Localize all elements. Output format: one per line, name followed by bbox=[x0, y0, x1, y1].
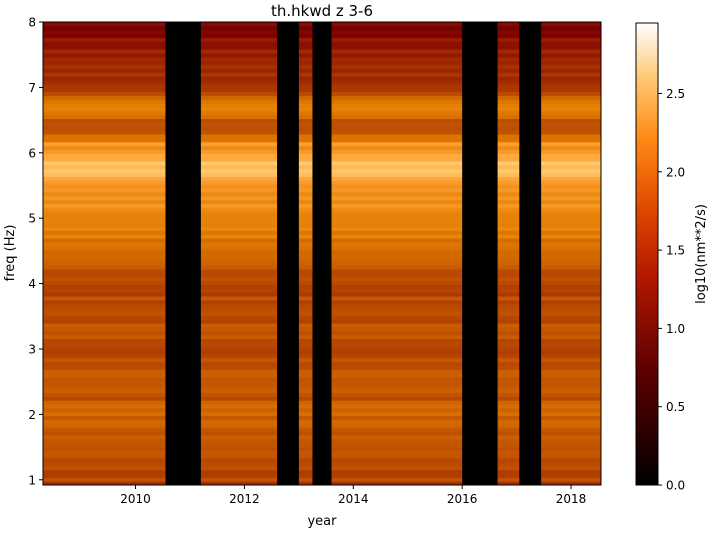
y-tick-label: 6 bbox=[28, 146, 36, 160]
y-tick-label: 7 bbox=[28, 81, 36, 95]
x-tick-label: 2018 bbox=[556, 492, 587, 506]
y-tick-label: 1 bbox=[28, 473, 36, 487]
colorbar-tick-label: 2.5 bbox=[666, 87, 685, 101]
colorbar-tick-label: 1.5 bbox=[666, 244, 685, 258]
x-axis-label: year bbox=[307, 514, 337, 529]
colorbar-tick-label: 2.0 bbox=[666, 165, 685, 179]
x-tick-label: 2010 bbox=[120, 492, 151, 506]
colorbar-label: log10(nm**2/s) bbox=[694, 204, 709, 304]
colorbar bbox=[635, 22, 659, 486]
data-gap bbox=[312, 22, 332, 485]
y-tick-label: 3 bbox=[28, 342, 36, 356]
colorbar-tick-label: 0.0 bbox=[666, 479, 685, 493]
y-tick-label: 2 bbox=[28, 408, 36, 422]
data-gap bbox=[462, 22, 498, 485]
plot-frame bbox=[42, 21, 602, 486]
y-axis-ticks: 1 2 3 4 5 6 7 8 bbox=[28, 16, 43, 487]
y-tick-label: 8 bbox=[28, 16, 36, 30]
colorbar-tick-label: 1.0 bbox=[666, 322, 685, 336]
heatmap-area bbox=[43, 22, 601, 485]
colorbar-ticks: 0.0 0.5 1.0 1.5 2.0 2.5 bbox=[658, 87, 685, 493]
x-tick-label: 2012 bbox=[229, 492, 260, 506]
y-tick-label: 5 bbox=[28, 212, 36, 226]
data-gap bbox=[277, 22, 299, 485]
chart-title: th.hkwd z 3-6 bbox=[271, 2, 373, 20]
data-gap bbox=[165, 22, 201, 485]
data-gap bbox=[519, 22, 542, 485]
x-tick-label: 2016 bbox=[447, 492, 478, 506]
x-axis-ticks: 2010 2012 2014 2016 2018 bbox=[120, 485, 586, 506]
x-tick-label: 2014 bbox=[338, 492, 369, 506]
y-tick-label: 4 bbox=[28, 277, 36, 291]
colorbar-tick-label: 0.5 bbox=[666, 400, 685, 414]
y-axis-label: freq (Hz) bbox=[3, 225, 18, 282]
